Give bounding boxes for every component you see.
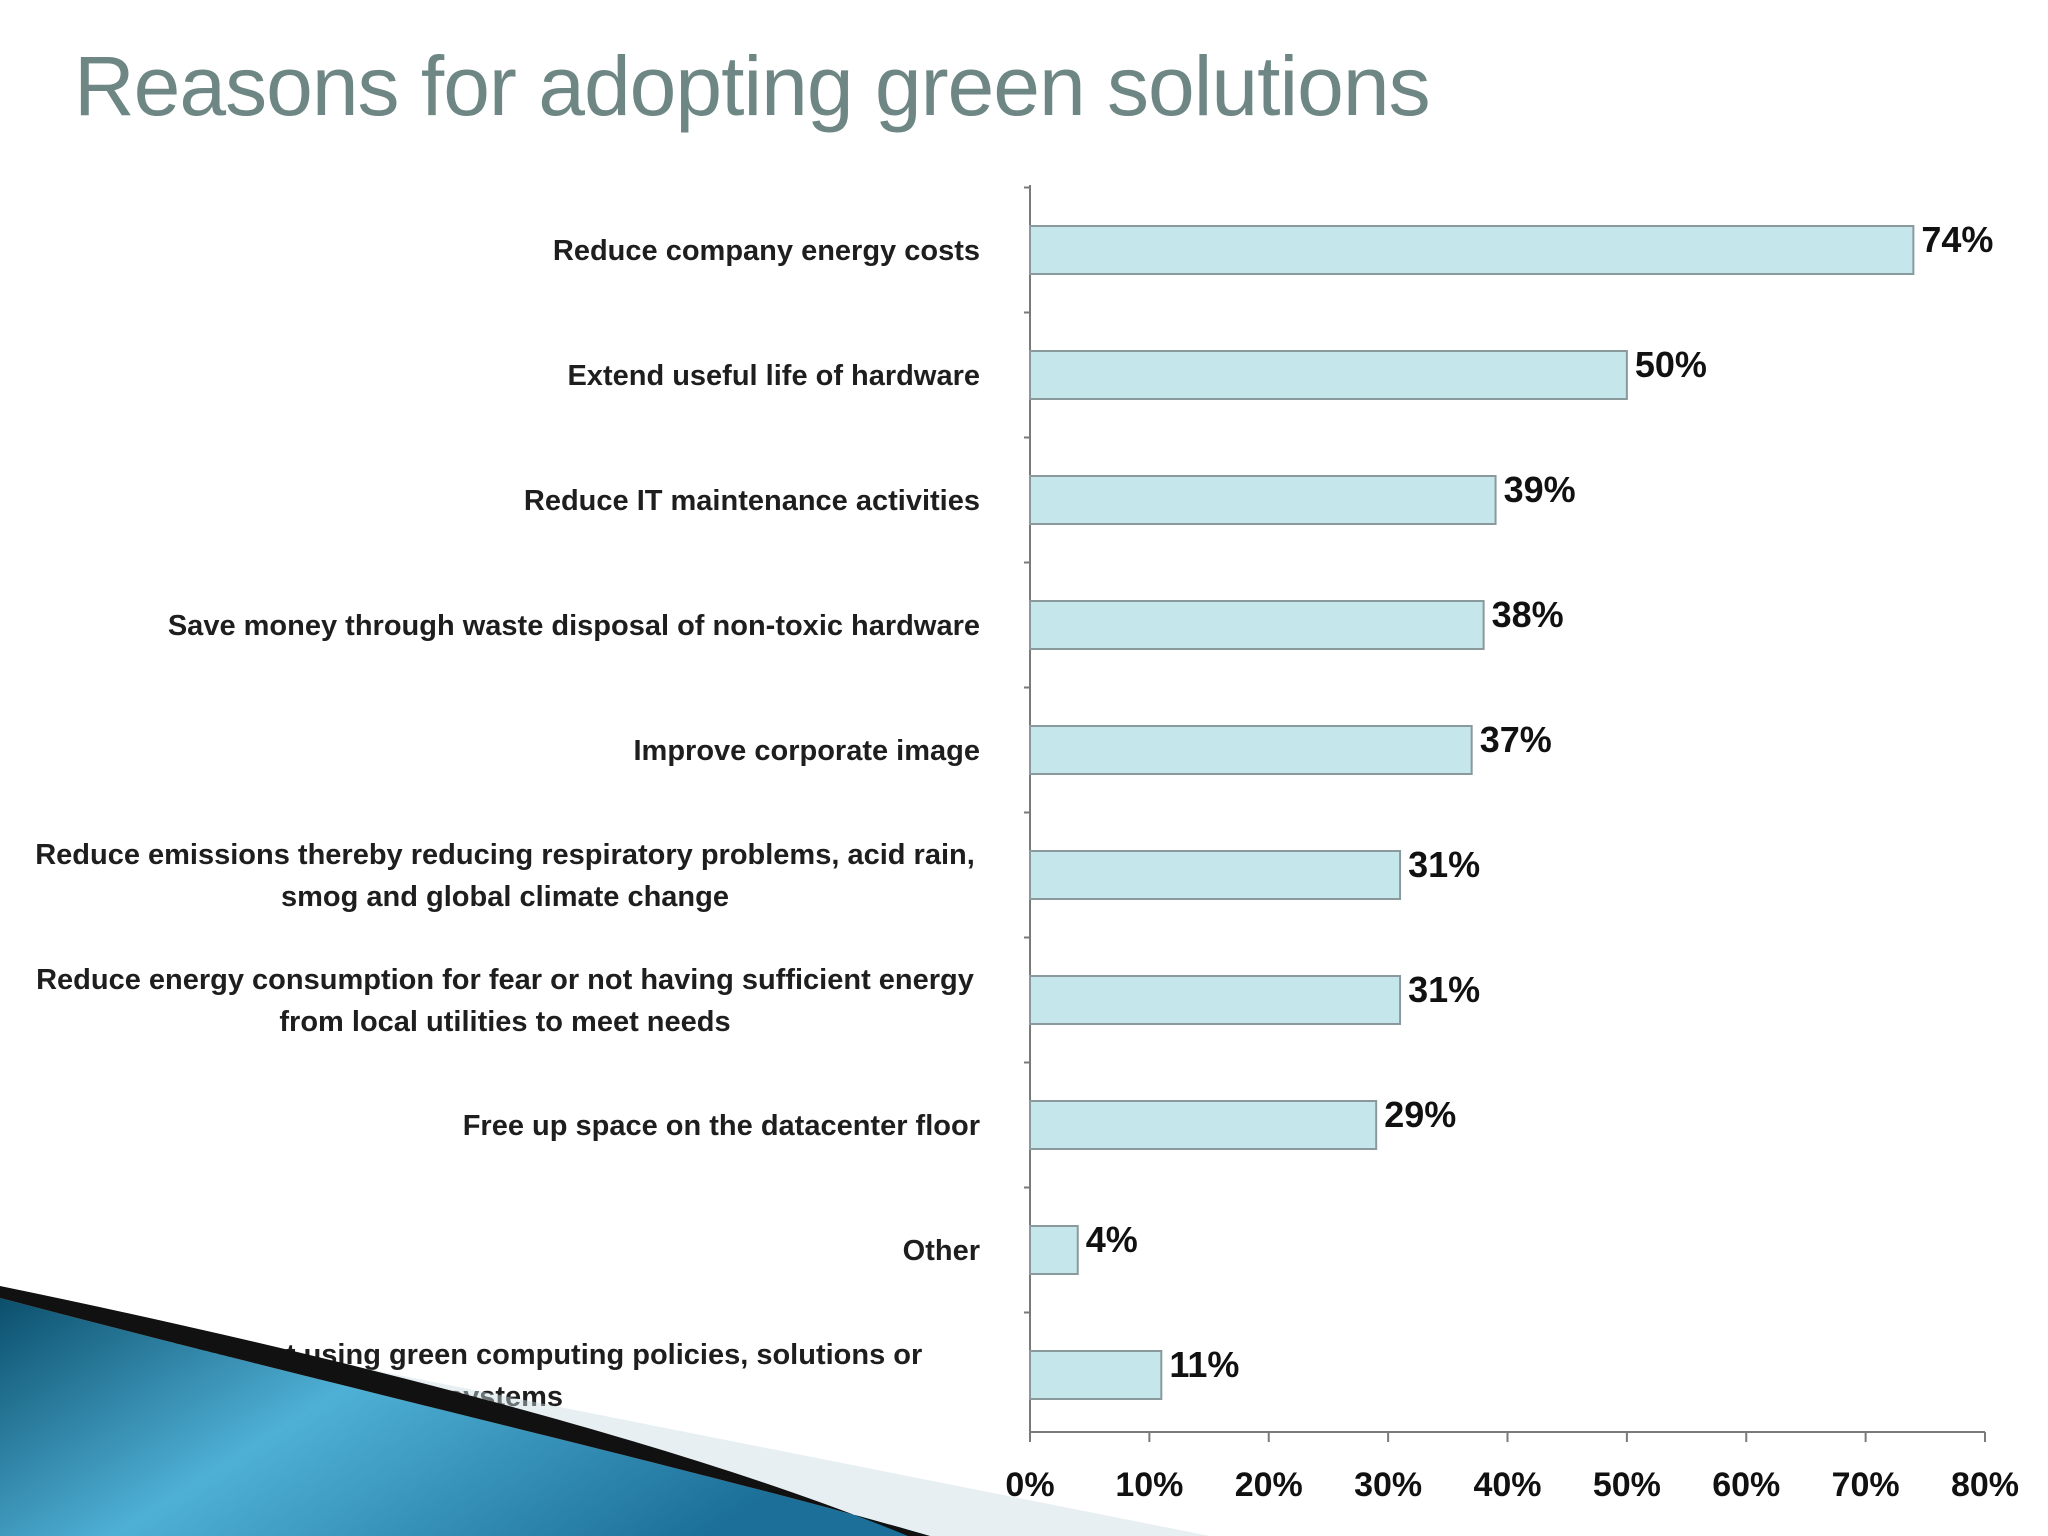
bar (1029, 975, 1402, 1025)
bar (1029, 1100, 1378, 1150)
x-tick-label: 20% (1235, 1466, 1303, 1504)
bar (1029, 225, 1915, 275)
bar-value-label: 31% (1408, 844, 1480, 885)
bar-value-label: 37% (1480, 719, 1552, 760)
x-tick-label: 30% (1354, 1466, 1422, 1504)
bar-value-label: 31% (1408, 969, 1480, 1010)
category-label: Extend useful life of hardware (567, 360, 980, 392)
bar (1029, 850, 1402, 900)
category-label: Reduce energy consumption for fear or no… (36, 964, 974, 996)
bar-value-label: 39% (1504, 469, 1576, 510)
category-label: Other (903, 1235, 980, 1267)
category-label: Reduce emissions thereby reducing respir… (35, 839, 975, 871)
bar (1029, 725, 1473, 775)
bar-value-label: 4% (1086, 1219, 1138, 1260)
category-label: Save money through waste disposal of non… (168, 610, 980, 642)
bar-value-label: 74% (1921, 219, 1993, 260)
x-tick-label: 40% (1473, 1466, 1541, 1504)
x-tick-label: 70% (1832, 1466, 1900, 1504)
category-label: Reduce IT maintenance activities (524, 485, 980, 517)
bar-value-label: 38% (1492, 594, 1564, 635)
slide-title: Reasons for adopting green solutions (74, 39, 1431, 133)
x-tick-label: 50% (1593, 1466, 1661, 1504)
category-label: Reduce company energy costs (553, 235, 980, 267)
bar (1029, 350, 1628, 400)
x-tick-label: 60% (1712, 1466, 1780, 1504)
x-tick-label: 10% (1115, 1466, 1183, 1504)
x-tick-label: 0% (1005, 1466, 1054, 1504)
category-label: Free up space on the datacenter floor (463, 1110, 980, 1142)
x-tick-label: 80% (1951, 1466, 2019, 1504)
bar-value-label: 11% (1169, 1344, 1239, 1385)
category-label: systems (447, 1381, 563, 1413)
bar-value-label: 29% (1384, 1094, 1456, 1135)
category-label: from local utilities to meet needs (279, 1006, 730, 1038)
category-label: smog and global climate change (281, 881, 729, 913)
bar (1029, 1350, 1163, 1400)
bar-value-label: 50% (1635, 344, 1707, 385)
bar (1029, 600, 1485, 650)
category-label: Improve corporate image (634, 735, 981, 767)
bar (1029, 475, 1497, 525)
bar (1029, 1225, 1079, 1275)
category-label: f the above-not using green computing po… (88, 1339, 923, 1371)
